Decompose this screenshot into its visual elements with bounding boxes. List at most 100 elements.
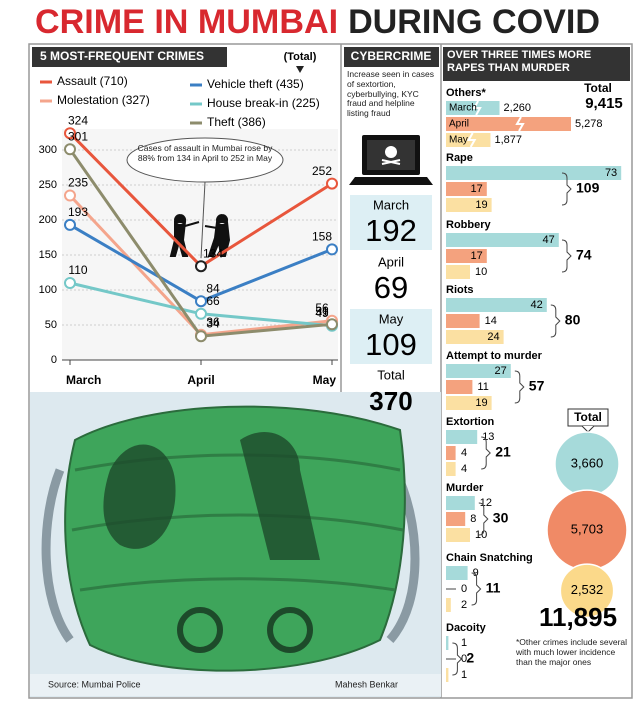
group-label: Murder xyxy=(446,482,484,494)
data-label: 17 xyxy=(471,183,483,195)
credit: Mahesh Benkar xyxy=(335,679,398,689)
panel-header xyxy=(344,47,439,67)
data-label: 34 xyxy=(206,316,220,330)
axis-break xyxy=(515,116,525,132)
data-label: 9 xyxy=(473,567,479,579)
axis-break xyxy=(466,132,477,148)
data-point xyxy=(64,189,76,202)
bar xyxy=(446,512,466,526)
bar xyxy=(446,396,492,410)
bar xyxy=(446,598,451,612)
figure xyxy=(240,431,320,560)
month-label: April xyxy=(378,254,404,269)
bar-category: April xyxy=(449,119,469,130)
y-tick-label: 0 xyxy=(51,354,57,366)
group-total: 74 xyxy=(576,247,592,263)
data-label: 13 xyxy=(482,431,494,443)
data-label: 134 xyxy=(203,246,223,260)
data-label: 10 xyxy=(475,266,487,278)
title-part: DURING COVID xyxy=(348,3,600,41)
group-label: Others* xyxy=(446,87,486,99)
data-label: 5,278 xyxy=(575,118,603,130)
data-point xyxy=(64,218,76,231)
footnote-box: *Other crimes include several with much … xyxy=(516,638,628,667)
data-label: 2 xyxy=(461,599,467,611)
figure xyxy=(103,444,176,549)
data-label: 4 xyxy=(461,447,467,459)
bar xyxy=(446,380,473,394)
data-label: 49 xyxy=(315,306,329,320)
bar xyxy=(446,668,449,682)
data-label: 66 xyxy=(206,294,220,308)
bar xyxy=(446,233,559,247)
data-label: 51 xyxy=(315,304,329,318)
x-tick-label: April xyxy=(187,373,214,387)
data-label: 47 xyxy=(543,234,555,246)
total-label: Total xyxy=(377,367,405,382)
data-point xyxy=(326,177,338,190)
group-label: Robbery xyxy=(446,219,492,231)
title: CRIME IN MUMBAI DURING COVID xyxy=(35,3,600,41)
title-part: CRIME IN MUMBAI xyxy=(35,3,338,41)
data-label: 1 xyxy=(461,669,467,681)
footnote: *Other crimes include several with much … xyxy=(516,638,628,667)
bar xyxy=(446,566,468,580)
axis-break xyxy=(472,100,482,116)
cybercrime-panel: CYBERCRIME Increase seen in cases of sex… xyxy=(344,47,439,416)
total-value: 370 xyxy=(369,386,412,416)
group-total: 109 xyxy=(576,180,600,196)
data-label: 235 xyxy=(68,176,88,190)
month-label: March xyxy=(373,197,409,212)
data-label: 324 xyxy=(68,113,88,127)
group-label: Attempt to murder xyxy=(446,350,543,362)
data-point xyxy=(326,243,338,256)
data-point xyxy=(195,295,207,308)
y-tick-label: 200 xyxy=(39,214,57,226)
group-total: 2 xyxy=(466,650,474,666)
group-total: 57 xyxy=(529,378,545,394)
group-label: Rape xyxy=(446,152,473,164)
fight-icon xyxy=(169,214,231,257)
annotation: Cases of assault in Mumbai rose by 88% f… xyxy=(137,144,273,163)
data-point xyxy=(64,127,76,140)
row-bg xyxy=(350,309,432,364)
data-label: 19 xyxy=(475,397,487,409)
wheel xyxy=(267,607,313,653)
data-label: 27 xyxy=(495,365,507,377)
bar xyxy=(446,298,547,312)
data-label: 84 xyxy=(206,281,220,295)
row-bg xyxy=(350,252,432,307)
group-bracket xyxy=(561,172,572,206)
bar xyxy=(446,182,487,196)
y-tick-label: 50 xyxy=(45,319,57,331)
bar xyxy=(446,101,500,115)
data-label: 2,532 xyxy=(571,582,604,597)
panel-note: Increase seen in cases of sextortion, cy… xyxy=(347,70,434,119)
grand-total: 11,895 xyxy=(539,602,617,632)
x-tick-label: May xyxy=(313,373,337,387)
x-tick-label: March xyxy=(66,373,101,387)
panel-title: CYBERCRIME xyxy=(351,49,432,63)
data-label: 252 xyxy=(312,164,332,178)
group-bracket xyxy=(561,239,572,273)
legend-label: House break-in (225) xyxy=(207,96,320,110)
bar-category: March xyxy=(449,103,477,114)
y-tick-label: 250 xyxy=(39,179,57,191)
bar xyxy=(446,330,504,344)
data-label: 301 xyxy=(68,129,88,143)
bar xyxy=(446,446,456,460)
wheel xyxy=(177,607,223,653)
data-label: 36 xyxy=(206,315,220,329)
data-label: 73 xyxy=(605,167,617,179)
group-bracket xyxy=(481,436,491,470)
bar xyxy=(446,117,571,131)
total-note: (Total) xyxy=(284,51,317,63)
month-value: 192 xyxy=(365,213,417,248)
data-label: 110 xyxy=(68,263,87,277)
bar xyxy=(446,636,449,650)
group-bracket xyxy=(452,642,463,676)
data-label: 8 xyxy=(470,513,476,525)
section-header xyxy=(32,47,227,67)
data-label: 24 xyxy=(487,331,499,343)
